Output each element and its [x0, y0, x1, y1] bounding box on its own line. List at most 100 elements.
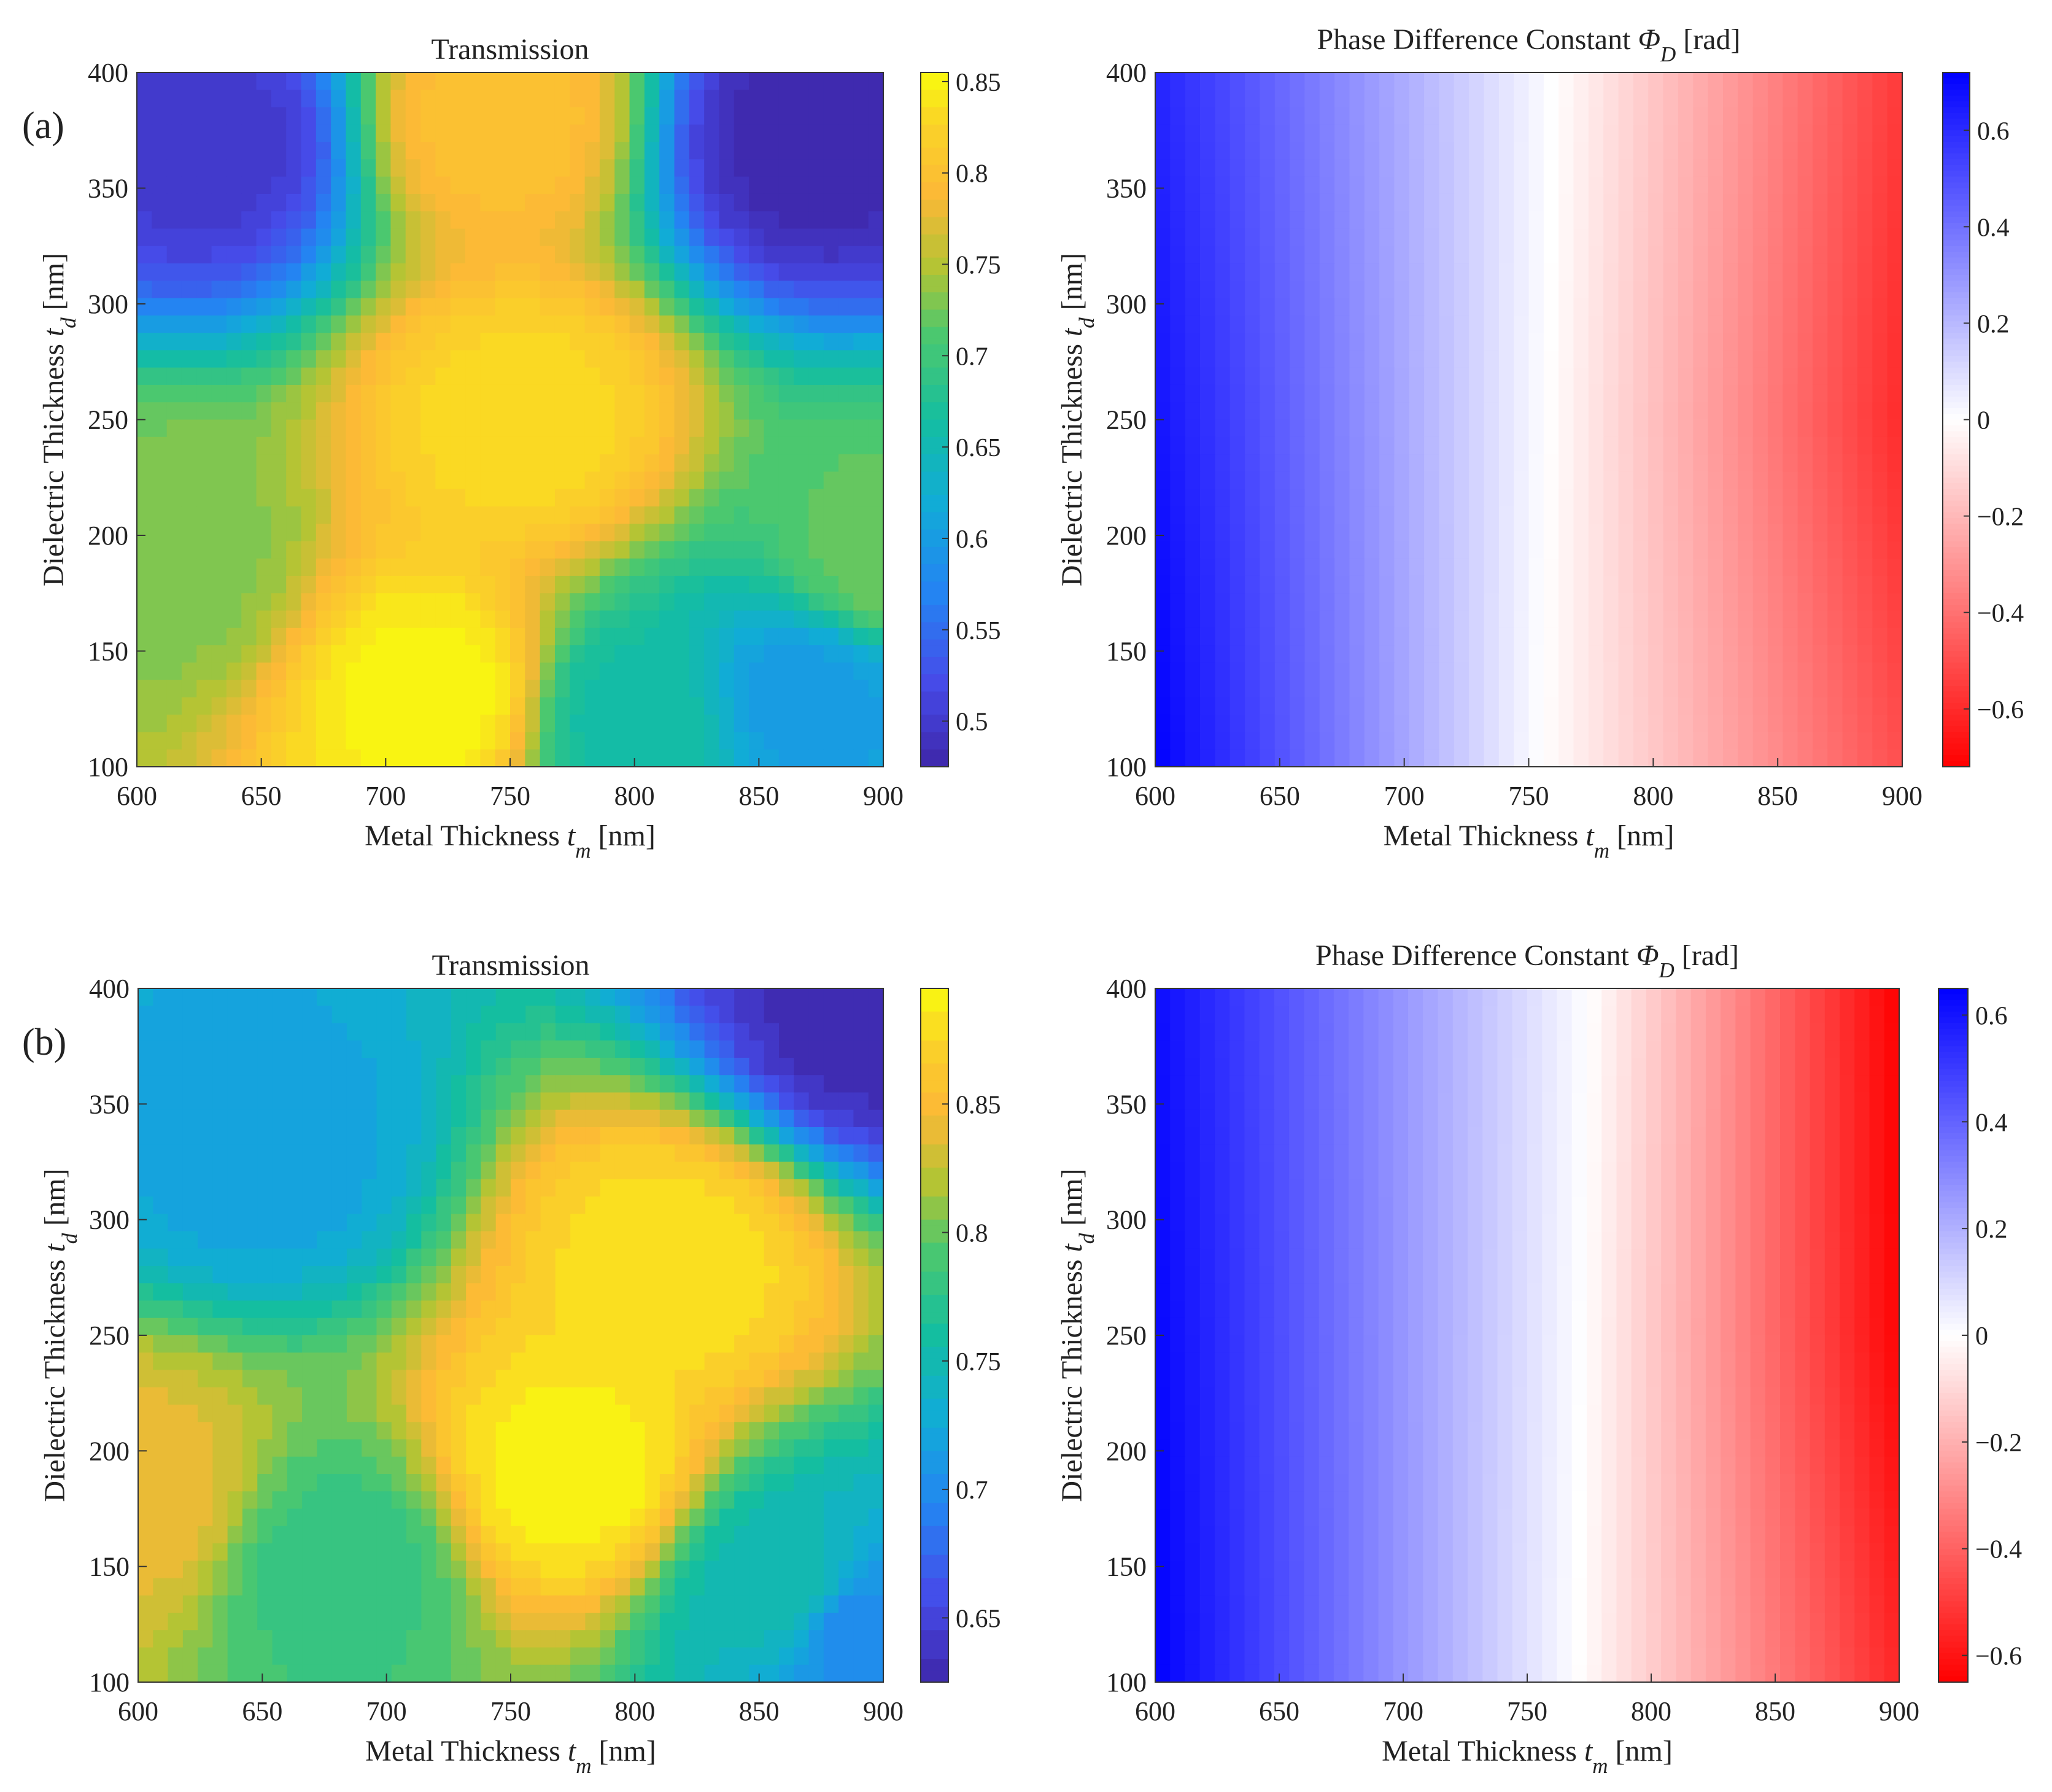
heatmap-cell: [1783, 593, 1798, 611]
heatmap-cell: [1170, 211, 1186, 230]
heatmap-cell: [823, 697, 839, 715]
heatmap-cell: [1738, 541, 1754, 559]
heatmap-cell: [570, 159, 586, 177]
heatmap-cell: [1424, 419, 1440, 438]
y-tick-label: 400: [1106, 58, 1147, 88]
heatmap-cell: [465, 645, 481, 664]
heatmap-cell: [1424, 384, 1440, 403]
heatmap-cell: [599, 680, 616, 698]
heatmap-cell: [644, 454, 660, 473]
heatmap-cell: [1274, 645, 1290, 664]
heatmap-cell: [1722, 627, 1739, 646]
heatmap-cell: [241, 749, 257, 767]
heatmap-cell: [584, 454, 600, 473]
heatmap-cell: [1364, 715, 1380, 733]
x-tick-label: 900: [1882, 781, 1922, 811]
heatmap-cell: [1394, 524, 1410, 542]
heatmap-cell: [554, 72, 571, 91]
heatmap-cell: [1274, 176, 1290, 195]
heatmap-cell: [525, 593, 541, 611]
heatmap-cell: [719, 506, 735, 524]
heatmap-cell: [584, 124, 600, 142]
heatmap-cell: [211, 176, 227, 195]
heatmap-cell: [227, 1075, 243, 1093]
heatmap-cell: [1857, 749, 1873, 767]
heatmap-cell: [1678, 627, 1694, 646]
heatmap-cell: [1663, 454, 1679, 473]
heatmap-cell: [390, 627, 406, 646]
heatmap-cell: [1409, 142, 1425, 160]
heatmap-cell: [1229, 176, 1245, 195]
heatmap-cell: [1185, 715, 1201, 733]
heatmap-cell: [675, 1058, 691, 1076]
heatmap-cell: [436, 1109, 452, 1128]
heatmap-cell: [241, 610, 257, 629]
heatmap-cell: [540, 436, 556, 455]
heatmap-cell: [1573, 263, 1589, 282]
heatmap-cell: [331, 1075, 347, 1093]
heatmap-cell: [764, 1040, 780, 1058]
heatmap-cell: [614, 593, 630, 611]
heatmap-cell: [838, 263, 854, 282]
heatmap-cell: [1349, 176, 1365, 195]
heatmap-cell: [137, 662, 153, 681]
heatmap-cell: [1708, 610, 1724, 629]
heatmap-cell: [1170, 575, 1186, 594]
heatmap-cell: [704, 228, 720, 247]
heatmap-cell: [495, 228, 511, 247]
heatmap-cell: [734, 1109, 750, 1128]
heatmap-cell: [704, 1162, 720, 1180]
heatmap-cell: [465, 384, 481, 403]
heatmap-cell: [420, 333, 436, 351]
heatmap-cell: [630, 1023, 646, 1041]
heatmap-cell: [1812, 350, 1829, 368]
heatmap-cell: [1588, 749, 1604, 767]
heatmap-cell: [1887, 419, 1903, 438]
heatmap-cell: [272, 1197, 288, 1215]
heatmap-cell: [554, 246, 571, 264]
heatmap-cell: [420, 575, 436, 594]
label-part: Phase Difference Constant: [1317, 23, 1638, 56]
heatmap-cell: [360, 384, 376, 403]
heatmap-cell: [1618, 645, 1634, 664]
heatmap-cell: [152, 662, 168, 681]
colorbar-segment: [921, 529, 948, 536]
heatmap-cell: [1827, 298, 1843, 316]
heatmap-cell: [1887, 124, 1903, 142]
heatmap-cell: [1215, 246, 1231, 264]
heatmap-cell: [1274, 454, 1290, 473]
heatmap-cell: [1290, 193, 1306, 212]
heatmap-cell: [376, 749, 392, 767]
colorbar-segment: [1943, 587, 1970, 594]
heatmap-cell: [331, 367, 347, 386]
heatmap-cell: [1528, 107, 1544, 125]
colorbar-tick-label: 0.2: [1977, 310, 2010, 338]
heatmap-cell: [1424, 454, 1440, 473]
heatmap-cell: [1245, 246, 1261, 264]
heatmap-cell: [211, 263, 227, 282]
heatmap-cell: [1827, 419, 1843, 438]
heatmap-cell: [1738, 506, 1754, 524]
heatmap-cell: [362, 1006, 377, 1024]
heatmap-cell: [1170, 489, 1186, 507]
heatmap-cell: [554, 645, 571, 664]
heatmap-cell: [510, 662, 526, 681]
heatmap-cell: [1484, 524, 1500, 542]
heatmap-cell: [778, 350, 794, 368]
heatmap-cell: [1812, 333, 1829, 351]
heatmap-cell: [794, 1040, 810, 1058]
heatmap-cell: [689, 1006, 705, 1024]
heatmap-cell: [286, 315, 302, 333]
heatmap-cell: [1752, 402, 1768, 421]
heatmap-cell: [1498, 715, 1514, 733]
heatmap-cell: [1663, 436, 1679, 455]
heatmap-cell: [1872, 350, 1888, 368]
heatmap-cell: [196, 90, 212, 108]
heatmap-cell: [704, 627, 720, 646]
heatmap-cell: [1722, 541, 1739, 559]
heatmap-cell: [331, 350, 347, 368]
heatmap-cell: [286, 333, 302, 351]
heatmap-cell: [1812, 680, 1829, 698]
heatmap-cell: [749, 1144, 765, 1163]
heatmap-cell: [749, 627, 765, 646]
